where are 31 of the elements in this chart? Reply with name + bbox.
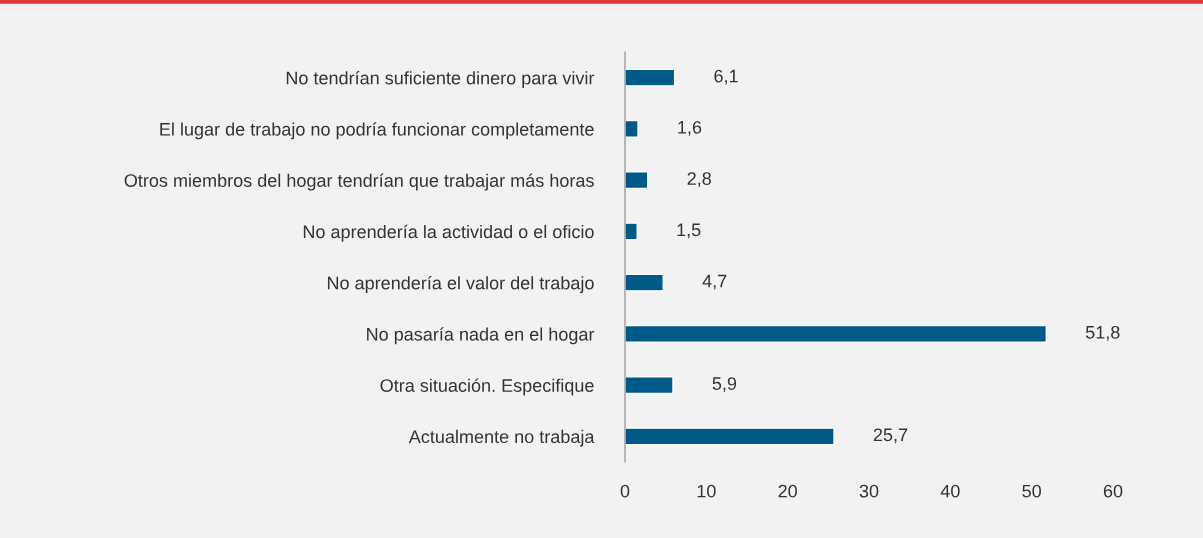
y-tick-label: El lugar de trabajo no podría funcionar completamente — [160, 122, 594, 140]
y-tick-label: No pasaría nada en el hogar — [367, 327, 595, 345]
bar — [625, 222, 638, 241]
data-label: 1,5 — [677, 223, 701, 239]
bar — [625, 273, 664, 292]
x-tick-label: 10 — [697, 484, 716, 498]
data-label: 2,8 — [687, 172, 711, 188]
data-label: 51,8 — [1085, 325, 1120, 341]
y-tick-label: Otros miembros del hogar tendrían que trabajar más horas — [124, 173, 594, 191]
x-tick-label: 60 — [1103, 484, 1123, 498]
data-label: 5,9 — [712, 377, 737, 393]
x-tick-label: 20 — [778, 484, 797, 498]
bar — [625, 171, 649, 190]
bar — [625, 376, 674, 395]
y-tick-label: Otra situación. Especifique — [380, 378, 594, 396]
y-tick-label: No tendrían suficiente dinero para vivir — [286, 70, 595, 89]
x-tick-label: 40 — [940, 484, 960, 498]
bar — [625, 68, 676, 87]
bar — [625, 119, 639, 138]
data-label: 25,7 — [873, 428, 908, 444]
data-label: 1,6 — [678, 120, 702, 136]
x-tick-label: 50 — [1022, 484, 1041, 498]
x-tick-label: 30 — [859, 484, 879, 498]
y-tick-label: No aprendería la actividad o el oficio — [303, 224, 594, 242]
x-tick-label: 0 — [620, 484, 630, 498]
bar — [625, 324, 1048, 343]
data-label: 6,1 — [714, 69, 738, 85]
y-tick-label: Actualmente no trabaja — [408, 429, 595, 447]
y-tick-label: No aprendería el valor del trabajo — [327, 275, 594, 294]
bar — [625, 427, 835, 446]
data-label: 4,7 — [702, 274, 727, 290]
